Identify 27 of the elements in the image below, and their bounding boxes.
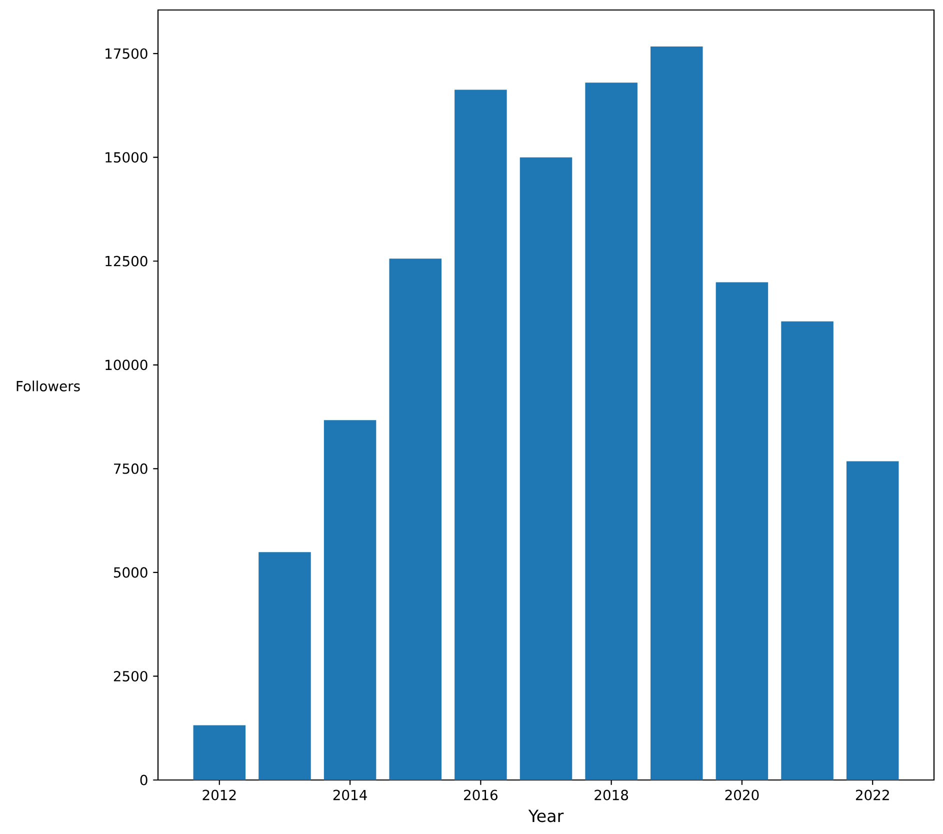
- x-tick-label: 2012: [202, 790, 236, 800]
- y-tick-label: 0: [140, 774, 148, 786]
- bar: [716, 282, 768, 780]
- y-tick-label: 2500: [114, 670, 148, 682]
- x-axis-title: Year: [528, 810, 564, 822]
- x-tick-label: 2018: [594, 790, 628, 800]
- bar: [520, 157, 572, 780]
- bar: [846, 461, 899, 780]
- bar: [650, 46, 703, 780]
- y-tick-label: 10000: [106, 360, 148, 370]
- x-tick-label: 2020: [725, 790, 759, 800]
- y-tick-label: 15000: [106, 152, 148, 163]
- bar: [324, 420, 376, 780]
- bar: [193, 725, 246, 780]
- bar: [389, 258, 442, 780]
- y-tick-label: 12500: [106, 256, 148, 266]
- y-tick-label: 5000: [114, 567, 148, 578]
- y-tick-label: 7500: [114, 463, 148, 474]
- y-tick-label: 17500: [106, 48, 148, 59]
- x-tick-label: 2016: [464, 790, 498, 800]
- y-axis-title: Followers: [16, 380, 80, 392]
- bar: [585, 82, 638, 780]
- x-tick-label: 2022: [856, 790, 889, 800]
- x-tick-label: 2014: [333, 790, 367, 800]
- bar: [454, 90, 507, 780]
- bar: [258, 552, 311, 780]
- bar: [781, 321, 834, 780]
